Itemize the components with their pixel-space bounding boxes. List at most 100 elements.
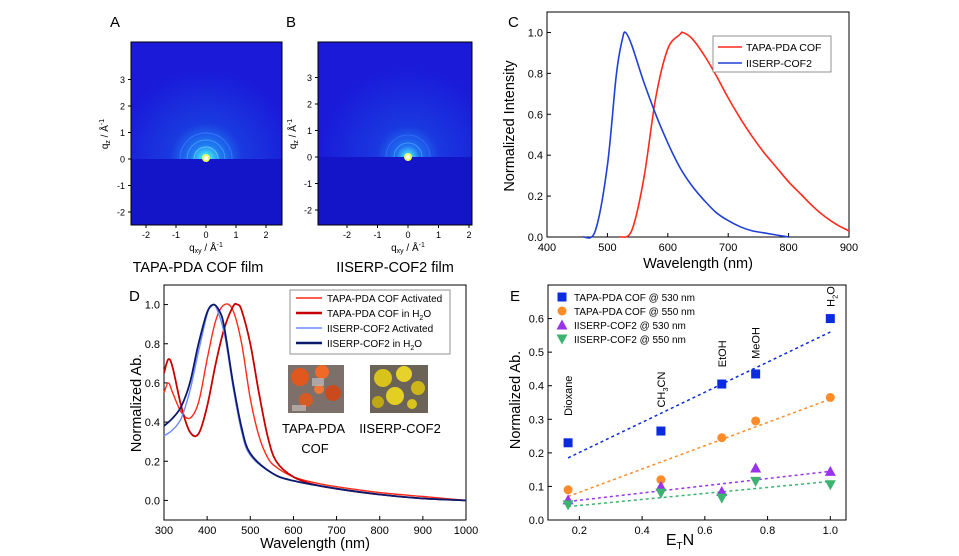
data-point (716, 485, 728, 496)
x-tick-label: 1000 (454, 525, 478, 537)
panel-e-frame (547, 284, 847, 521)
panel-d-frame (163, 284, 467, 521)
x-tick-label: 900 (840, 242, 858, 254)
fit-line (568, 480, 831, 508)
y-tick-label: -1 (304, 179, 312, 189)
data-point (716, 493, 728, 504)
data-point (562, 500, 574, 511)
panel-e-ticks: 0.2 0.4 0.6 0.8 1.0 0.0 0.1 0.2 0.3 0.4 0.5 0.6 (529, 314, 838, 537)
panel-b-ring (385, 134, 431, 157)
x-tick-label: 0 (405, 230, 410, 240)
legend-label-text: O (423, 309, 431, 320)
panel-b-ylabel: qz / Å-1 (286, 119, 300, 149)
y-tick-label: 0.3 (529, 414, 544, 426)
x-tick-label: -1 (172, 230, 180, 240)
x-tick-label: 600 (284, 525, 302, 537)
panel-d: D 300 400 500 600 700 800 900 1000 0.0 0.2 0.4 0.6 0… (129, 284, 478, 552)
fit-line (567, 470, 831, 503)
photo-orange-particle (291, 368, 309, 386)
y-tick-label: 0.2 (528, 191, 543, 203)
panel-b: B 3 2 1 0 -1 -2 -2 -1 0 1 2 qz / Å-1 qxy / Å-1 II… (286, 14, 473, 276)
x-tick-label: 400 (198, 525, 216, 537)
panel-b-letter: B (286, 14, 296, 31)
fit-line (567, 398, 831, 498)
iiserp-cof2-photo-label: IISERP-COF2 (359, 421, 441, 436)
legend-label: TAPA-PDA COF in H2O (327, 309, 431, 322)
panel-a-ring (186, 139, 226, 159)
panel-d-letter: D (129, 288, 140, 305)
data-point (825, 314, 835, 324)
photo-glare (292, 405, 306, 411)
legend-label: TAPA-PDA COF @ 550 nm (574, 307, 695, 318)
x-tick-label: 500 (598, 242, 616, 254)
y-tick-label: 1 (307, 126, 312, 136)
panel-e-letter: E (510, 288, 520, 305)
x-tick-label: 0 (203, 230, 208, 240)
y-tick-label: -1 (117, 181, 125, 191)
panel-c-ticks: 400 500 600 700 800 900 0.0 0.2 0.4 0.6 0.8 1.0 (528, 27, 858, 254)
x-tick-label: 700 (719, 242, 737, 254)
y-tick-label: 0 (120, 155, 125, 165)
data-point (563, 485, 573, 495)
solvent-label: EtOH (717, 340, 729, 367)
y-tick-label: 1.0 (145, 300, 160, 312)
panel-e-legend: TAPA-PDA COF @ 530 nm TAPA-PDA COF @ 550 … (556, 292, 695, 346)
x-tick-label: 0.6 (697, 525, 712, 537)
panel-c-frame (546, 11, 850, 238)
panel-c-xlabel: Wavelength (nm) (643, 256, 753, 272)
legend-label-subscript: 2 (410, 345, 414, 352)
photo-yellow-particle (396, 366, 412, 382)
panel-a-scattering-halo (131, 69, 282, 159)
panel-b-scattering-halo (318, 67, 472, 157)
data-point (717, 379, 727, 389)
y-tick-label: 3 (120, 75, 125, 85)
iiserp-cof2-photo (370, 365, 428, 413)
iiserp-cof2-emission-line (582, 31, 789, 239)
tapa-pda-cof-emission-line (619, 31, 850, 238)
panel-b-ring (393, 142, 423, 157)
y-tick-label: 0.0 (145, 495, 160, 507)
data-point (563, 438, 573, 448)
solvent-label-text: H (825, 299, 837, 307)
panel-e-ylabel: Normalized Ab. (508, 351, 524, 449)
x-tick-label: 1 (436, 230, 441, 240)
x-tick-label: 2 (466, 230, 471, 240)
legend-label: TAPA-PDA COF Activated (327, 294, 442, 305)
y-tick-label: 0.6 (528, 109, 543, 121)
y-tick-label: 3 (307, 73, 312, 83)
panel-c-ylabel: Normalized Intensity (502, 60, 518, 192)
panel-b-y-ticks: 3 2 1 0 -1 -2 (304, 73, 318, 216)
x-tick-label: 1 (233, 230, 238, 240)
panel-a-ring (193, 146, 219, 159)
legend-marker (556, 334, 568, 345)
data-point (750, 462, 762, 473)
y-tick-label: 0.4 (528, 150, 543, 162)
panel-d-ylabel: Normalized Ab. (129, 354, 145, 452)
data-point (656, 426, 666, 436)
legend-label-text: O (414, 339, 422, 350)
data-point (824, 465, 836, 476)
panel-a: A 3 2 1 0 -1 -2 -2 -1 0 1 2 qz / Å-1 qxy / Å-1 TA… (98, 14, 283, 276)
tapa-pda-photo-label-line1: TAPA-PDA (282, 421, 345, 436)
data-point (825, 392, 835, 402)
x-tick-label: 800 (371, 525, 389, 537)
x-tick-label: 0.4 (634, 525, 649, 537)
y-tick-label: 2 (120, 102, 125, 112)
panel-b-xlabel: qxy / Å-1 (391, 241, 425, 255)
x-tick-label: 900 (414, 525, 432, 537)
y-tick-label: 0.4 (145, 417, 160, 429)
solvent-label: Dioxane (563, 376, 575, 416)
panel-a-ylabel: qz / Å-1 (98, 119, 112, 149)
y-tick-label: 0.8 (145, 339, 160, 351)
data-point (717, 433, 727, 443)
legend-label-text: TAPA-PDA COF in H (327, 309, 419, 320)
solvent-label-subscript: 3 (661, 387, 670, 391)
photo-orange-particle (299, 393, 313, 407)
panel-c-legend: TAPA-PDA COF IISERP-COF2 (718, 42, 821, 70)
panel-a-beamstop-shadow (131, 159, 282, 225)
panel-d-xlabel: Wavelength (nm) (260, 536, 370, 551)
legend-marker (557, 292, 567, 302)
solvent-label: CH3CN (656, 372, 670, 408)
solvent-label-subscript: 2 (830, 295, 839, 299)
